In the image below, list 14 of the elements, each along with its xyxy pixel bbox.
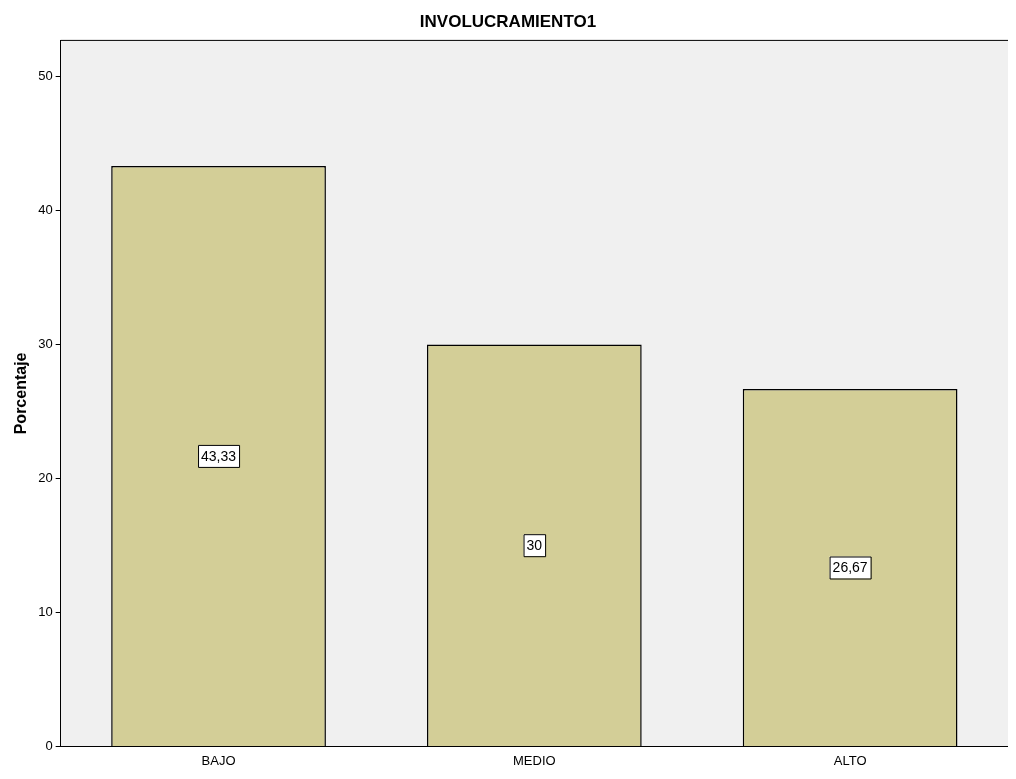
- data-label: 26,67: [832, 559, 868, 576]
- y-tick-label: 50: [38, 68, 53, 84]
- y-tick-label: 40: [38, 202, 53, 218]
- chart-title: INVOLUCRAMIENTO1: [419, 11, 597, 31]
- data-label: 30: [526, 537, 543, 554]
- y-tick-label: 20: [38, 470, 53, 486]
- y-axis-title: Porcentaje: [12, 352, 30, 435]
- x-tick-label: MEDIO: [513, 752, 556, 768]
- y-tick-label: 0: [45, 737, 53, 753]
- y-tick-label: 30: [38, 336, 53, 352]
- data-label: 43,33: [201, 447, 237, 464]
- x-tick-label: ALTO: [833, 752, 867, 768]
- x-tick-label: BAJO: [201, 752, 236, 768]
- y-tick-label: 10: [38, 604, 53, 620]
